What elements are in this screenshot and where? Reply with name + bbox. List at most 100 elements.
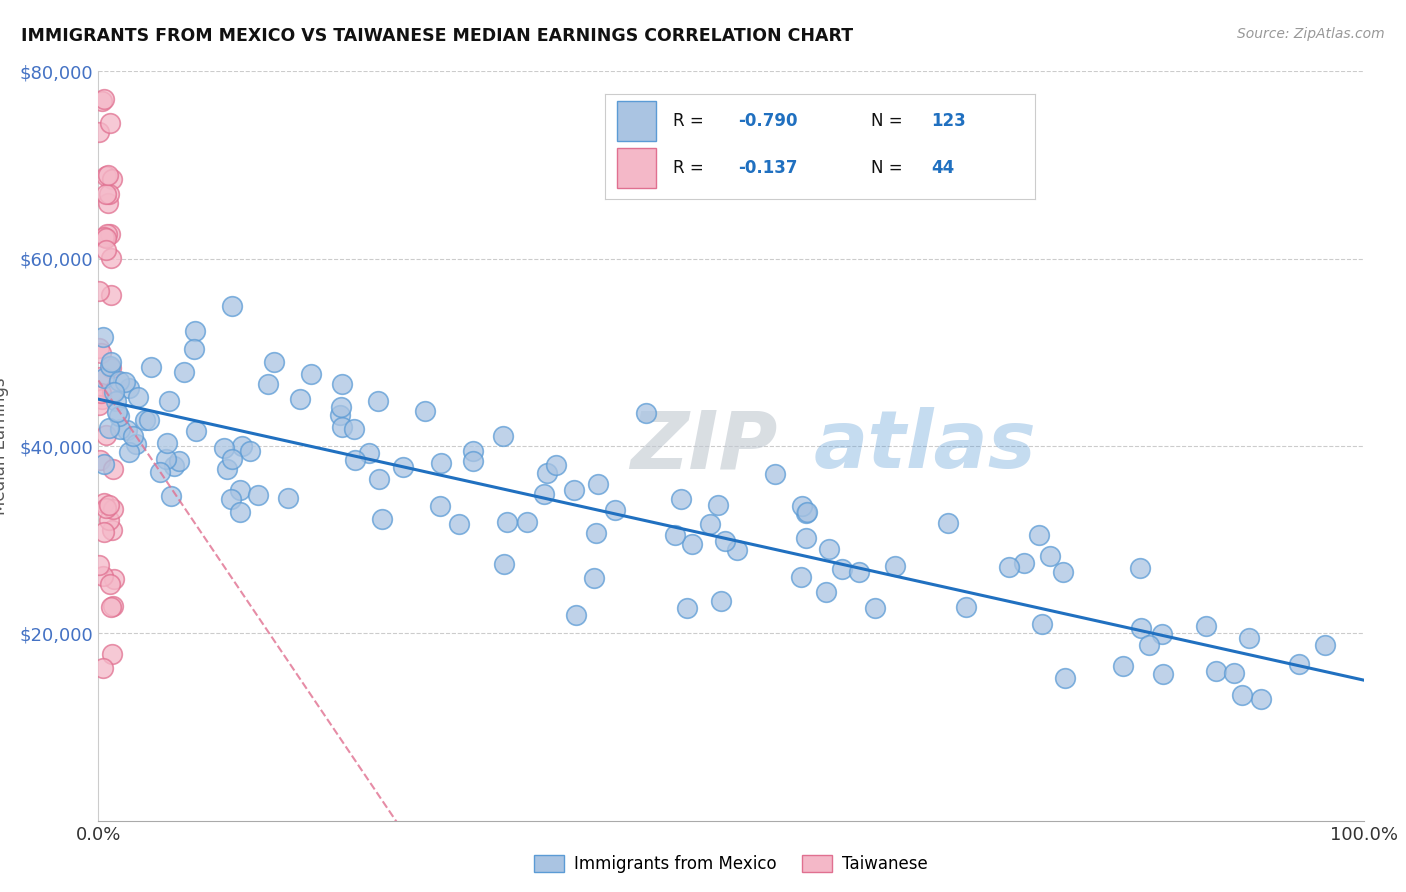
Point bbox=[288, 392, 311, 407]
Point bbox=[494, 558, 516, 572]
Point bbox=[89, 342, 111, 356]
Point bbox=[160, 489, 183, 503]
Point bbox=[93, 496, 115, 510]
Point bbox=[90, 386, 112, 401]
Point bbox=[763, 467, 786, 482]
Point bbox=[544, 458, 567, 472]
Point bbox=[108, 422, 131, 436]
Point bbox=[585, 525, 607, 540]
Point bbox=[392, 459, 415, 474]
Point bbox=[221, 451, 243, 466]
Point bbox=[107, 409, 129, 423]
Point bbox=[815, 585, 838, 599]
Point bbox=[149, 465, 172, 479]
Point bbox=[429, 500, 451, 514]
Point bbox=[163, 458, 186, 473]
Point bbox=[100, 252, 122, 266]
Point bbox=[183, 342, 205, 356]
Point bbox=[127, 390, 149, 404]
Point bbox=[664, 528, 686, 542]
Point bbox=[1112, 658, 1135, 673]
Point bbox=[101, 385, 124, 400]
Point bbox=[96, 227, 118, 241]
Point bbox=[1150, 627, 1173, 641]
Point bbox=[1152, 666, 1174, 681]
Point bbox=[217, 462, 239, 476]
Point bbox=[794, 506, 817, 520]
Point bbox=[449, 516, 471, 531]
Point bbox=[955, 599, 977, 614]
Point bbox=[91, 569, 114, 583]
Point bbox=[329, 400, 352, 414]
Point bbox=[93, 458, 115, 472]
Point bbox=[100, 354, 122, 368]
Point bbox=[89, 370, 111, 384]
Point bbox=[118, 445, 141, 459]
Point bbox=[1014, 557, 1036, 571]
Point bbox=[89, 558, 111, 573]
Y-axis label: Median Earnings: Median Earnings bbox=[0, 377, 8, 515]
Point bbox=[463, 453, 485, 467]
Point bbox=[1237, 631, 1260, 645]
Point bbox=[94, 230, 117, 244]
Point bbox=[167, 454, 190, 468]
Point bbox=[818, 541, 841, 556]
Point bbox=[1205, 664, 1227, 678]
Point bbox=[100, 359, 122, 374]
Point bbox=[1315, 639, 1337, 653]
Point bbox=[707, 498, 730, 512]
Point bbox=[100, 172, 122, 186]
Point bbox=[636, 406, 658, 420]
Point bbox=[93, 92, 115, 106]
Point bbox=[848, 565, 870, 579]
Point bbox=[173, 365, 195, 379]
Point bbox=[1028, 527, 1050, 541]
Point bbox=[1250, 692, 1272, 706]
Point bbox=[725, 542, 748, 557]
Point bbox=[221, 298, 243, 313]
Point bbox=[159, 394, 181, 409]
Point bbox=[1031, 616, 1053, 631]
Point bbox=[330, 377, 353, 392]
Point bbox=[1223, 666, 1246, 681]
Point bbox=[299, 367, 322, 381]
Point bbox=[94, 428, 117, 442]
Point bbox=[105, 405, 128, 419]
Point bbox=[1054, 671, 1077, 685]
Point bbox=[583, 571, 606, 585]
Point bbox=[863, 600, 886, 615]
Point bbox=[87, 284, 110, 298]
Point bbox=[256, 376, 278, 391]
Point bbox=[586, 477, 609, 491]
Point bbox=[139, 360, 162, 375]
Point bbox=[93, 230, 115, 244]
Point bbox=[367, 393, 389, 408]
Point bbox=[219, 492, 242, 507]
Point bbox=[699, 516, 721, 531]
Point bbox=[89, 453, 111, 467]
Point bbox=[463, 443, 485, 458]
Point bbox=[100, 524, 122, 538]
Point bbox=[714, 534, 737, 549]
Point bbox=[492, 428, 515, 442]
Point bbox=[97, 513, 120, 527]
Point bbox=[124, 437, 146, 451]
Point bbox=[343, 422, 366, 436]
Point bbox=[936, 516, 959, 530]
Point bbox=[93, 371, 115, 385]
Point bbox=[114, 376, 136, 390]
Point bbox=[107, 374, 129, 388]
Point bbox=[96, 501, 118, 516]
Point bbox=[155, 452, 177, 467]
Point bbox=[564, 483, 586, 498]
Point bbox=[117, 381, 139, 395]
Point bbox=[91, 329, 114, 343]
Point bbox=[239, 444, 262, 458]
Point bbox=[100, 361, 122, 376]
Point bbox=[98, 577, 121, 591]
Point bbox=[103, 385, 125, 400]
Point bbox=[229, 504, 252, 518]
Point bbox=[343, 453, 366, 467]
Point bbox=[91, 95, 114, 109]
Point bbox=[1288, 657, 1310, 672]
